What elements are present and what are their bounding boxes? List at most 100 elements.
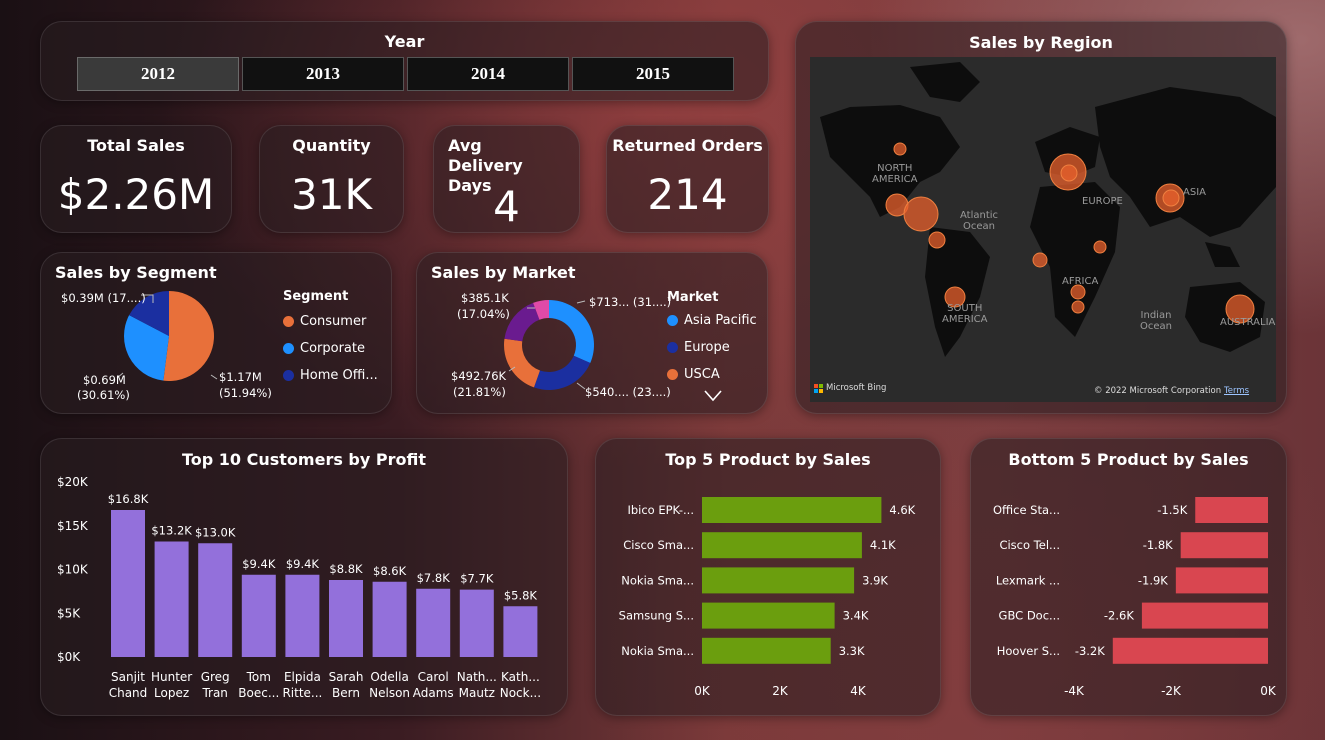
quantity-label: Quantity [292,136,371,155]
world-map[interactable]: NORTH AMERICA EUROPE ASIA Atlantic Ocean… [810,57,1276,402]
year-2014-button[interactable]: 2014 [407,57,569,91]
segment-legend: Segment Consumer Corporate Home Offi... [283,289,391,389]
customer-data-label: $16.8K [108,492,149,506]
bottom-product-label: Office Sta... [993,503,1060,517]
top-product-data-label: 4.1K [870,538,896,552]
legend-scroll-down-icon[interactable] [704,390,722,402]
segment-label-corporate-value: $0.69M [83,373,126,387]
top-product-data-label: 3.9K [862,573,888,587]
customer-y-tick: $20K [57,475,89,489]
asia-pacific-dot-icon [667,315,678,326]
map-label-australia: AUSTRALIA [1220,317,1276,328]
year-2013-button[interactable]: 2013 [242,57,404,91]
top-products-bar-chart[interactable]: Ibico EPK-... 4.6K Cisco Sma... 4.1K Nokia S… [596,439,942,717]
customer-name-label: Greg [201,670,230,684]
top-customers-title: Top 10 Customers by Profit [181,450,426,469]
bottom-product-bar[interactable] [1112,637,1268,664]
world-map-svg [820,62,1276,357]
year-2015-button[interactable]: 2015 [572,57,734,91]
segment-legend-consumer[interactable]: Consumer [283,308,391,335]
segment-legend-title: Segment [283,289,349,304]
customer-name-label: Kath... [501,670,540,684]
customer-bar[interactable] [503,606,538,657]
segment-legend-corporate[interactable]: Corporate [283,335,391,362]
market-slice-1[interactable] [533,355,591,390]
customer-bar[interactable] [285,574,320,657]
market-slice-3[interactable] [504,302,540,342]
customer-bar[interactable] [416,588,451,657]
market-slice-0[interactable] [549,300,594,363]
bottom-product-bar[interactable] [1141,602,1268,629]
market-legend-title: Market [667,290,719,305]
top-product-bar[interactable] [702,497,882,523]
customer-bar[interactable] [154,541,189,658]
top-products-title: Top 5 Product by Sales [665,450,871,469]
market-label-bottom-left-pct: (21.81%) [453,385,506,399]
customer-data-label: $8.6K [373,564,407,578]
market-legend-europe[interactable]: Europe [667,334,767,361]
customer-bar[interactable] [329,580,363,657]
top-products-card: Top 5 Product by Sales Ibico EPK-... 4.6K… [595,438,941,716]
market-donut-chart[interactable] [417,253,769,415]
customer-data-label: $9.4K [286,557,320,571]
segment-label-consumer-pct: (51.94%) [219,386,272,400]
map-label-europe: EUROPE [1082,196,1123,207]
bottom-product-bar[interactable] [1175,567,1268,594]
bottom-product-bar[interactable] [1180,532,1268,559]
bottom-products-bar-chart[interactable]: Office Sta... -1.5K Cisco Tel... -1.8K Lexma… [971,439,1288,717]
customer-name-label: Sanjit [111,670,145,684]
top-product-bar[interactable] [702,532,862,559]
market-label-bottom-right: $540.... (23....) [585,385,671,399]
market-legend-usca[interactable]: USCA [667,361,767,388]
customer-bar[interactable] [459,589,494,657]
top-product-label: Nokia Sma... [621,573,694,587]
market-slice-2[interactable] [504,338,540,388]
segment-slice-corporate[interactable] [124,315,169,381]
segment-label-consumer-value: $1.17M [219,370,262,384]
segment-legend-home-office[interactable]: Home Offi... [283,362,391,389]
map-copyright: © 2022 Microsoft Corporation [1094,386,1222,396]
microsoft-logo-icon [814,383,823,393]
usca-dot-icon [667,369,678,380]
top-product-bar[interactable] [702,637,831,664]
returned-orders-label: Returned Orders [612,136,763,155]
customer-name-label: Lopez [154,686,189,700]
segment-slice-consumer[interactable] [163,291,214,381]
map-terms-link[interactable]: Terms [1224,386,1250,396]
market-legend-asia-pacific[interactable]: Asia Pacific [667,307,767,334]
top-product-data-label: 3.4K [843,609,869,623]
customer-y-tick: $10K [57,563,89,577]
top-product-bar[interactable] [702,602,835,629]
customer-bar[interactable] [372,581,407,657]
top-product-label: Samsung S... [619,609,694,623]
customer-y-tick: $15K [57,519,89,533]
top-product-x-tick: 0K [694,684,711,698]
top-product-bar[interactable] [702,567,855,594]
customer-data-label: $5.8K [504,588,538,602]
home-office-dot-icon [283,370,294,381]
market-slice-4[interactable] [533,300,549,320]
customer-data-label: $13.0K [195,525,236,539]
top-product-label: Ibico EPK-... [627,503,694,517]
customer-bar[interactable] [198,543,233,657]
segment-pie-chart[interactable] [41,253,393,415]
bottom-product-bar[interactable] [1195,497,1268,523]
map-label-africa: AFRICA [1062,276,1099,287]
customer-name-label: Boec... [238,686,279,700]
customer-bar[interactable] [241,574,276,657]
bottom-product-x-tick: 0K [1260,684,1277,698]
total-sales-card: Total Sales $2.26M [40,125,232,233]
bing-attribution: Microsoft Bing [814,383,886,393]
customer-bar[interactable] [111,510,145,657]
top-product-label: Cisco Sma... [623,538,694,552]
top-customers-card: Top 10 Customers by Profit $0K $5K $10K $15… [40,438,568,716]
year-2012-button[interactable]: 2012 [77,57,239,91]
customer-data-label: $7.8K [417,571,451,585]
segment-label-home-office: $0.39M (17....) [61,291,146,305]
customer-name-label: Elpida [284,670,321,684]
bottom-product-x-tick: -4K [1064,684,1085,698]
europe-dot-icon [667,342,678,353]
top-customers-bar-chart[interactable]: $0K $5K $10K $15K $20K $16.8K Sanjit Chand $13.2… [41,439,569,717]
segment-slice-home-office[interactable] [129,291,169,336]
customer-name-label: Adams [413,686,454,700]
